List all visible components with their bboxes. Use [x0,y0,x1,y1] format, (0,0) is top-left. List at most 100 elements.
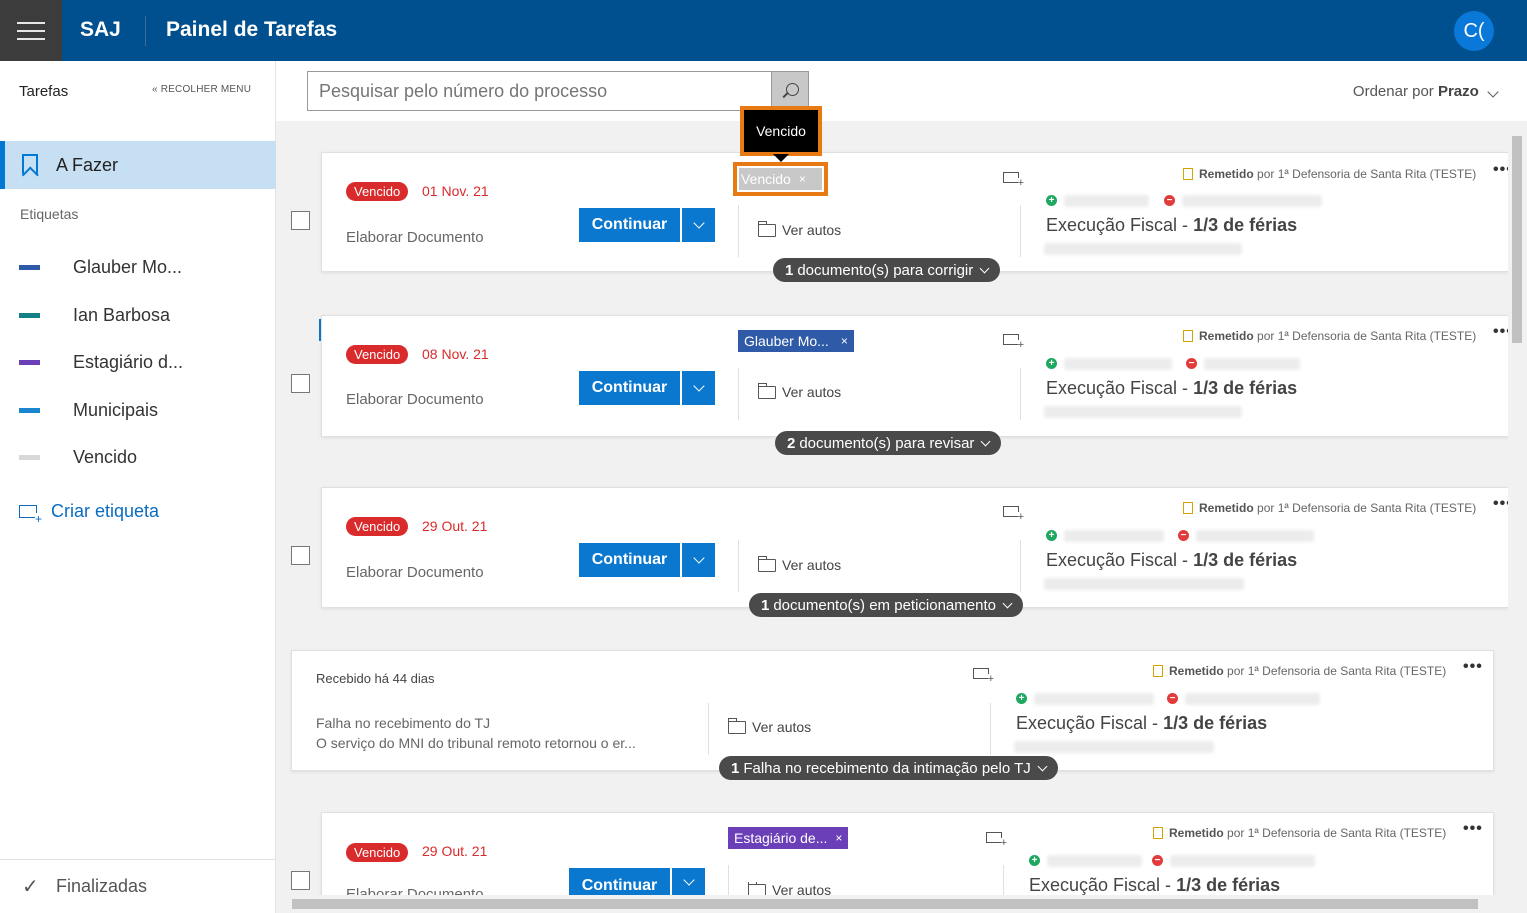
redacted-process-number [1044,406,1242,418]
add-tag-icon[interactable] [1003,172,1024,189]
task-name: Elaborar Documento [346,564,484,581]
ver-autos-link[interactable]: Ver autos [758,383,842,400]
document-status-pill[interactable]: 1 documento(s) em peticionamento [749,593,1023,617]
chevron-down-icon [692,217,705,229]
avatar[interactable]: C( [1454,11,1494,51]
continue-dropdown-button[interactable] [681,371,715,405]
task-checkbox[interactable] [291,374,310,393]
plus-icon: + [1046,530,1057,541]
document-status-pill[interactable]: 2 documento(s) para revisar [775,431,1002,455]
overdue-badge: Vencido [346,345,409,364]
close-icon[interactable]: × [840,334,848,348]
sidebar-item-label: Finalizadas [56,876,148,896]
tag-label: Vencido [73,447,138,467]
collapse-menu-button[interactable]: « RECOLHER MENU [152,84,252,95]
tag-label: Ian Barbosa [73,305,171,325]
more-options-icon[interactable]: ••• [1493,323,1513,340]
tag-chip-vencido[interactable]: Vencido × [739,168,822,190]
ver-autos-link[interactable]: Ver autos [758,221,841,238]
document-icon [1183,502,1193,514]
chevron-down-icon [692,380,705,392]
sort-dropdown[interactable]: Ordenar por Prazo [1352,83,1499,100]
sidebar-tag-glauber[interactable]: Glauber Mo... [0,252,276,282]
sidebar-tag-municipais[interactable]: Municipais [0,395,276,425]
sidebar-item-finalizadas[interactable]: ✓ Finalizadas [0,859,276,913]
process-class-prefix: Execução Fiscal - [1046,378,1189,398]
top-bar: SAJ Painel de Tarefas C( [0,0,1527,61]
tag-chip-estagiario[interactable]: Estagiário de... × [728,827,849,849]
sidebar-tag-vencido[interactable]: Vencido [0,442,276,472]
add-tag-icon[interactable] [973,668,994,685]
continue-dropdown-button[interactable] [671,868,705,895]
failure-detail: O serviço do MNI do tribunal remoto reto… [316,735,636,751]
process-class-prefix: Execução Fiscal - [1046,550,1189,570]
remetido-label: Remetido [1169,664,1224,678]
ver-autos-label: Ver autos [782,384,842,400]
process-subject: 1/3 de férias [1176,875,1281,895]
continue-button[interactable]: Continuar [579,371,680,405]
plus-icon: + [1016,693,1027,704]
document-icon [1153,827,1163,839]
create-tag-button[interactable]: Criar etiqueta [19,501,159,525]
ver-autos-link[interactable]: Ver autos [728,718,811,735]
more-options-icon[interactable]: ••• [1493,161,1513,178]
more-options-icon[interactable]: ••• [1463,820,1483,837]
ver-autos-link[interactable]: Ver autos [758,556,842,573]
divider [1020,540,1021,592]
minus-icon: − [1167,693,1178,704]
pill-count: 1 [785,261,794,279]
continue-button[interactable]: Continuar [569,868,670,895]
divider [738,368,739,420]
due-date: 29 Out. 21 [422,518,488,534]
sidebar-tag-estagiario[interactable]: Estagiário d... [0,347,276,377]
failure-message: Falha no recebimento do TJ O serviço do M… [316,713,636,753]
task-checkbox[interactable] [291,546,310,565]
remetido-source: por 1ª Defensoria de Santa Rita (TESTE) [1257,501,1477,515]
ver-autos-label: Ver autos [782,557,842,573]
search-button[interactable] [771,71,809,111]
tag-color-swatch [19,313,40,318]
add-tag-icon[interactable] [1003,334,1024,351]
vertical-scrollbar[interactable] [1508,124,1526,896]
search-input[interactable] [307,71,772,111]
scrollbar-thumb[interactable] [292,899,1478,909]
divider [1020,368,1021,420]
chevron-down-icon [1037,761,1048,771]
continue-button[interactable]: Continuar [579,543,680,577]
ver-autos-label: Ver autos [772,882,832,895]
document-status-pill[interactable]: 1 documento(s) para corrigir [773,258,1001,282]
close-icon[interactable]: × [798,172,806,186]
pill-text: documento(s) para corrigir [797,261,974,279]
continue-button[interactable]: Continuar [579,208,680,242]
pill-text: documento(s) em peticionamento [773,596,996,614]
tag-chip-vencido-highlight[interactable]: Vencido × [733,162,828,196]
redacted-party [1170,855,1315,867]
process-subject: 1/3 de férias [1193,215,1298,235]
process-class: Execução Fiscal - 1/3 de férias [1046,550,1297,571]
continue-dropdown-button[interactable] [681,543,715,577]
horizontal-scrollbar[interactable] [276,895,1508,913]
task-checkbox[interactable] [291,211,310,230]
tag-color-swatch [19,360,40,365]
remetido-source: por 1ª Defensoria de Santa Rita (TESTE) [1227,664,1447,678]
process-class: Execução Fiscal - 1/3 de férias [1046,215,1297,236]
scrollbar-thumb[interactable] [1512,136,1522,343]
hamburger-menu-icon[interactable] [0,0,62,61]
sidebar-tag-ian[interactable]: Ian Barbosa [0,300,276,330]
document-status-pill[interactable]: 1 Falha no recebimento da intimação pelo … [719,756,1058,780]
more-options-icon[interactable]: ••• [1493,495,1513,512]
ver-autos-link[interactable]: Ver autos [748,882,831,895]
sort-prefix: Ordenar por [1352,83,1434,100]
sidebar-item-a-fazer[interactable]: A Fazer [0,141,276,189]
tag-chip-glauber[interactable]: Glauber Mo... × [738,330,854,352]
continue-dropdown-button[interactable] [681,208,715,242]
add-tag-icon[interactable] [1003,506,1024,523]
divider [728,865,729,895]
chevron-down-icon [692,552,705,564]
task-checkbox[interactable] [291,871,310,890]
search-icon [785,82,799,96]
more-options-icon[interactable]: ••• [1463,658,1483,675]
tag-color-swatch [19,265,40,270]
add-tag-icon[interactable] [986,832,1007,849]
close-icon[interactable]: × [835,831,843,845]
